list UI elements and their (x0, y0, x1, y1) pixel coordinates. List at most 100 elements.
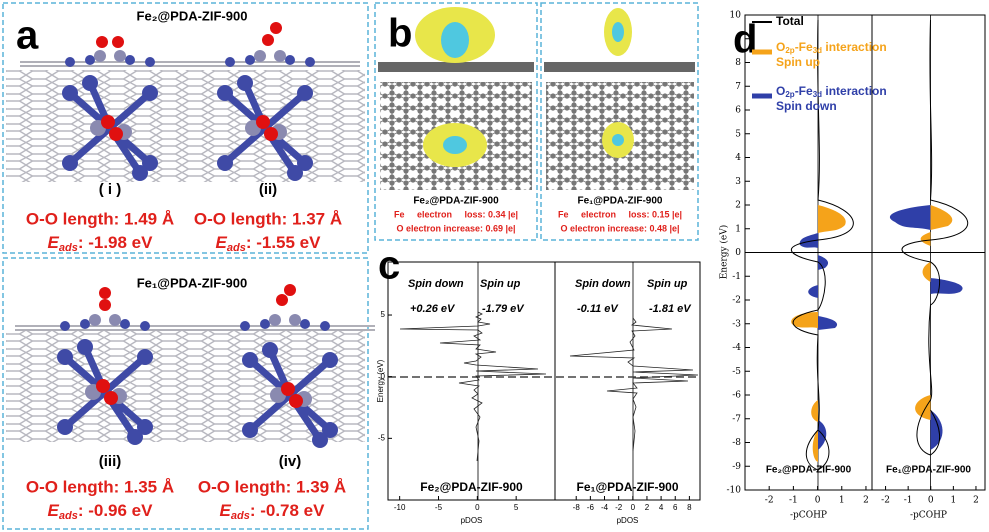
subplot-name: Fe₁@PDA-ZIF-900 (886, 465, 971, 476)
structure-name: Fe₁@PDA-ZIF-900 (577, 196, 662, 207)
slab (378, 62, 534, 72)
spin-up-label: Spin up (480, 278, 521, 290)
plot-frame (387, 261, 701, 501)
fe-electron-loss: Fe electron loss: 0.34 |e| (394, 209, 518, 219)
cohp-area (930, 410, 943, 450)
x-tick-label: 0 (631, 503, 636, 512)
oxygen (262, 34, 274, 46)
panel-a-bottom-box (2, 257, 369, 530)
y-tick-label: 2 (735, 201, 741, 211)
panel-label: c (378, 244, 400, 288)
x-tick-label: 5 (514, 503, 519, 512)
structure-id: ( i ) (99, 181, 122, 198)
energy-subscript: ads (59, 510, 78, 522)
oo-length: O-O length: 1.49 Å (26, 209, 174, 228)
oxygen (284, 284, 296, 296)
x-tick-label: -10 (394, 503, 406, 512)
energy-value: : -1.55 eV (246, 233, 321, 252)
spin-down-value: -0.11 eV (577, 303, 619, 315)
x-tick-label: -2 (765, 496, 774, 506)
charge-density (441, 22, 469, 58)
x-tick-label: 1 (839, 496, 845, 506)
x-tick-label: -4 (601, 503, 609, 512)
x-axis-label: pDOS (617, 516, 639, 525)
y-tick-label: 1 (735, 224, 741, 234)
charge-density (443, 136, 467, 154)
energy-value: : -0.78 eV (250, 501, 325, 520)
y-tick-label: 5 (735, 129, 741, 139)
x-tick-label: 2 (645, 503, 650, 512)
x-tick-label: 0 (815, 496, 821, 506)
x-tick-label: 0 (475, 503, 480, 512)
x-tick-label: 1 (950, 496, 956, 506)
spin-down-label: Spin down (575, 278, 631, 290)
energy-subscript: ads (59, 242, 78, 254)
cohp-area (808, 255, 829, 298)
legend-sub: 3d (813, 46, 822, 55)
o-electron-increase: O electron increase: 0.48 |e| (560, 223, 679, 233)
cohp-area (920, 205, 953, 246)
y-tick-label: 8 (735, 58, 741, 68)
x-tick-label: 2 (973, 496, 979, 506)
oxygen (96, 36, 108, 48)
side-view (14, 313, 196, 332)
cohp-area (818, 316, 838, 330)
side-view (179, 49, 361, 68)
spin-down-value: +0.26 eV (410, 303, 456, 315)
legend-name: Total (776, 14, 804, 28)
x-tick-label: -6 (587, 503, 595, 512)
spin-up-value: -1.81 eV (649, 303, 692, 315)
y-tick-label: -8 (732, 438, 741, 448)
oxygen (112, 36, 124, 48)
x-tick-label: 0 (928, 496, 934, 506)
cohp-area (791, 312, 818, 328)
spin-up-label: Spin up (647, 278, 688, 290)
side-view (19, 49, 201, 68)
legend-label: O2p-Fe3d interaction (776, 84, 887, 99)
y-tick-label: 3 (735, 177, 741, 187)
y-tick-label: 9 (735, 34, 741, 44)
y-tick-label: -9 (732, 462, 741, 472)
total-curve (901, 19, 969, 456)
x-tick-label: 4 (659, 503, 664, 512)
adsorption-energy: Eads: -1.98 eV (48, 233, 154, 253)
side-view (194, 313, 376, 332)
oo-length: O-O length: 1.37 Å (194, 209, 342, 228)
x-tick-label: -1 (904, 496, 913, 506)
x-tick-label: -2 (881, 496, 890, 506)
x-axis-label: -pCOHP (910, 511, 947, 521)
cohp-area (818, 420, 827, 450)
legend-label: Spin down (776, 99, 837, 113)
y-tick-label: 6 (735, 106, 741, 116)
x-axis-label: pDOS (461, 516, 483, 525)
panel-b: b Fe₂@PDA-ZIF-900 Fe electron loss: 0.34… (374, 2, 699, 241)
cohp-area (799, 233, 818, 248)
energy-symbol: E (48, 233, 60, 252)
energy-value: : -1.98 eV (78, 233, 153, 252)
structure-name: Fe₂@PDA-ZIF-900 (413, 196, 499, 207)
structure-id: (iii) (99, 453, 122, 470)
subplot-name: Fe₂@PDA-ZIF-900 (420, 480, 523, 494)
oxygen (99, 287, 111, 299)
energy-value: : -0.96 eV (78, 501, 153, 520)
panel-a-top-box (2, 2, 369, 254)
y-tick-label: -5 (732, 367, 741, 377)
structure-title: Fe₁@PDA-ZIF-900 (137, 275, 248, 290)
spin-up-value: -1.79 eV (482, 303, 525, 315)
oxygen (276, 294, 288, 306)
adsorption-energy: Eads: -0.96 eV (48, 501, 154, 521)
oo-length: O-O length: 1.39 Å (198, 477, 346, 496)
fe-electron-loss: Fe electron loss: 0.15 |e| (558, 209, 682, 219)
slab (544, 62, 695, 72)
x-tick-label: -5 (435, 503, 443, 512)
energy-symbol: E (216, 233, 228, 252)
legend-label: Total (776, 14, 804, 28)
y-tick-label: 0 (381, 372, 386, 381)
subplot-name: Fe₂@PDA-ZIF-900 (766, 465, 852, 476)
cohp-area (930, 278, 963, 294)
y-tick-label: -2 (732, 296, 741, 306)
panel-c: c Energy (eV) -5 0 5 -10 -5 0 5 pDOS Fe₂@PDA-ZIF… (376, 244, 701, 525)
